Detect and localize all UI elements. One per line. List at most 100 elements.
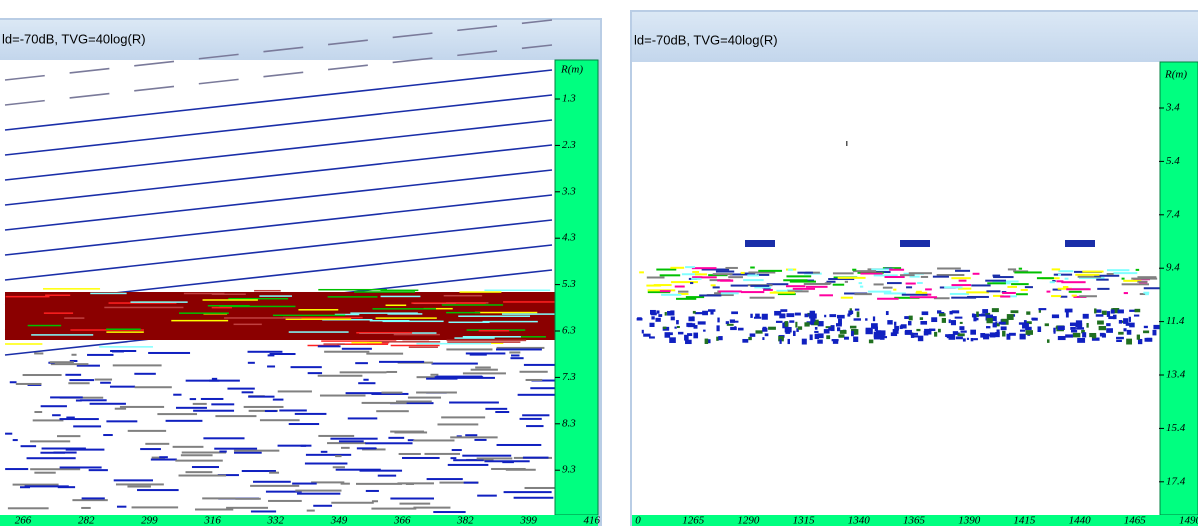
echo — [57, 435, 81, 438]
echo — [1077, 275, 1102, 278]
echo — [840, 296, 853, 299]
echo — [269, 471, 280, 474]
echo — [1095, 314, 1104, 317]
echo — [749, 333, 756, 337]
echo — [1046, 339, 1050, 343]
echo — [338, 440, 364, 443]
echo — [52, 414, 61, 417]
echo — [441, 416, 486, 419]
echo — [1000, 295, 1011, 298]
echo — [68, 382, 90, 385]
echo — [714, 292, 727, 295]
echo — [259, 419, 300, 422]
echo — [426, 478, 463, 481]
echo — [433, 511, 466, 514]
echo — [717, 317, 720, 323]
echo — [1018, 267, 1023, 270]
echo — [250, 510, 277, 513]
echo — [416, 342, 492, 345]
range-scale — [554, 59, 599, 516]
echo — [27, 324, 62, 327]
echo — [976, 311, 979, 318]
echo — [1072, 332, 1081, 338]
echo — [1069, 322, 1078, 327]
echo — [475, 366, 491, 369]
echo — [134, 386, 172, 389]
echo — [517, 393, 568, 396]
echo — [828, 278, 855, 281]
echo — [1128, 316, 1131, 322]
echo — [915, 291, 928, 294]
echo — [1137, 276, 1157, 279]
echo — [272, 314, 346, 317]
echo — [662, 326, 667, 330]
echo — [873, 331, 882, 338]
echo-trace — [4, 194, 553, 256]
echo — [883, 336, 888, 339]
echo — [718, 290, 742, 293]
echo — [916, 328, 921, 332]
echo — [362, 448, 386, 451]
echo — [1007, 268, 1017, 271]
echo — [685, 339, 692, 345]
echo — [1007, 285, 1017, 288]
echo-trace — [4, 119, 553, 181]
echo — [327, 442, 366, 445]
echo — [1057, 325, 1065, 330]
echo — [1123, 292, 1128, 295]
echo-blob — [900, 240, 930, 247]
echo — [390, 497, 434, 500]
echo — [321, 340, 397, 342]
echo — [1049, 281, 1055, 284]
echo — [676, 320, 679, 325]
echo — [1097, 287, 1110, 290]
echo — [998, 321, 1006, 325]
echo — [456, 435, 462, 438]
echo — [910, 334, 915, 338]
echo — [369, 341, 441, 343]
echo — [906, 286, 913, 289]
echo — [408, 346, 438, 348]
echo — [1136, 334, 1141, 340]
echo — [712, 273, 733, 276]
echo — [848, 310, 852, 315]
echo — [243, 405, 284, 408]
echo — [932, 275, 949, 278]
echo — [296, 492, 341, 495]
echo — [729, 273, 756, 276]
range-label: 9.4 — [1166, 262, 1180, 274]
echo — [688, 316, 695, 322]
echo — [81, 497, 105, 500]
echo — [1123, 279, 1142, 282]
echo — [43, 288, 101, 290]
echo — [112, 364, 162, 367]
echo — [449, 401, 499, 404]
echo — [828, 327, 834, 331]
echo — [878, 330, 886, 336]
echo — [1031, 317, 1038, 321]
echo — [691, 277, 702, 280]
echo — [1064, 277, 1069, 280]
echo — [1046, 290, 1051, 293]
echo — [1143, 287, 1163, 290]
echo — [669, 337, 676, 343]
echo — [908, 272, 932, 275]
echo — [390, 430, 424, 433]
echo — [451, 449, 462, 452]
echo — [667, 310, 672, 316]
echo — [938, 313, 946, 317]
echo — [764, 333, 769, 337]
echo — [441, 304, 504, 306]
echo — [76, 364, 100, 367]
echo — [491, 467, 526, 470]
title-bar — [0, 20, 600, 60]
echo — [398, 452, 421, 455]
echo — [1060, 295, 1068, 298]
echo — [462, 336, 521, 338]
echo — [88, 469, 108, 472]
echo — [1126, 338, 1133, 345]
echo — [758, 269, 783, 272]
echo — [883, 292, 906, 295]
echo — [936, 274, 965, 277]
echo — [40, 405, 67, 408]
